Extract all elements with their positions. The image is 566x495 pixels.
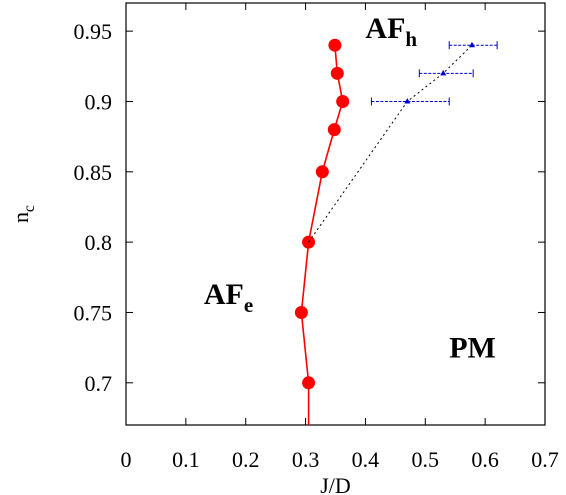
phase-boundary-point [302, 235, 316, 249]
plot-frame [125, 2, 546, 426]
phase-boundary-point [327, 123, 341, 137]
x-tick-label: 0.3 [292, 447, 320, 472]
y-tick-label: 0.7 [85, 371, 113, 396]
y-tick-label: 0.9 [85, 89, 113, 114]
axis-ticks: 0 0.1 0.2 0.3 0.4 0.5 0.6 0.7 0.7 0.75 0.8 0.85 0.9 0… [74, 3, 559, 472]
y-tick-label: 0.85 [74, 160, 113, 185]
dotted-boundary-line [308, 44, 473, 243]
phase-boundary-point [302, 376, 316, 390]
data-series [294, 38, 498, 425]
y-axis-label: nc [8, 205, 38, 223]
x-tick-label: 0.2 [232, 447, 260, 472]
x-tick-label: 0.6 [471, 447, 499, 472]
x-tick-label: 0.7 [531, 447, 559, 472]
x-axis-label: J/D [320, 473, 351, 495]
y-tick-label: 0.8 [85, 230, 113, 255]
x-tick-label: 0 [121, 447, 132, 472]
y-tick-label: 0.95 [74, 19, 113, 44]
region-label-sub: h [405, 27, 417, 51]
region-label-main: PM [449, 331, 496, 364]
region-label-main: AF [365, 12, 405, 45]
x-tick-label: 0.1 [172, 447, 200, 472]
region-label-afh: AFh [365, 12, 417, 51]
phase-boundary-point [330, 66, 344, 80]
phase-boundary-point [315, 165, 329, 179]
error-bar-point [468, 41, 475, 48]
region-label-sub: e [244, 293, 253, 317]
phase-boundary-point [294, 305, 308, 319]
region-label-main: AF [204, 278, 244, 311]
phase-boundary-point [328, 38, 342, 52]
region-label-afe: AFe [204, 278, 253, 317]
x-tick-label: 0.4 [352, 447, 380, 472]
phase-boundary-point [336, 94, 350, 108]
region-label-pm: PM [449, 331, 496, 364]
error-bar-point [404, 97, 411, 104]
x-tick-label: 0.5 [412, 447, 440, 472]
y-axis-label-main: n [8, 212, 33, 223]
y-axis-label-sub: c [21, 205, 38, 212]
y-tick-label: 0.75 [74, 300, 113, 325]
error-bar-point [440, 69, 447, 76]
